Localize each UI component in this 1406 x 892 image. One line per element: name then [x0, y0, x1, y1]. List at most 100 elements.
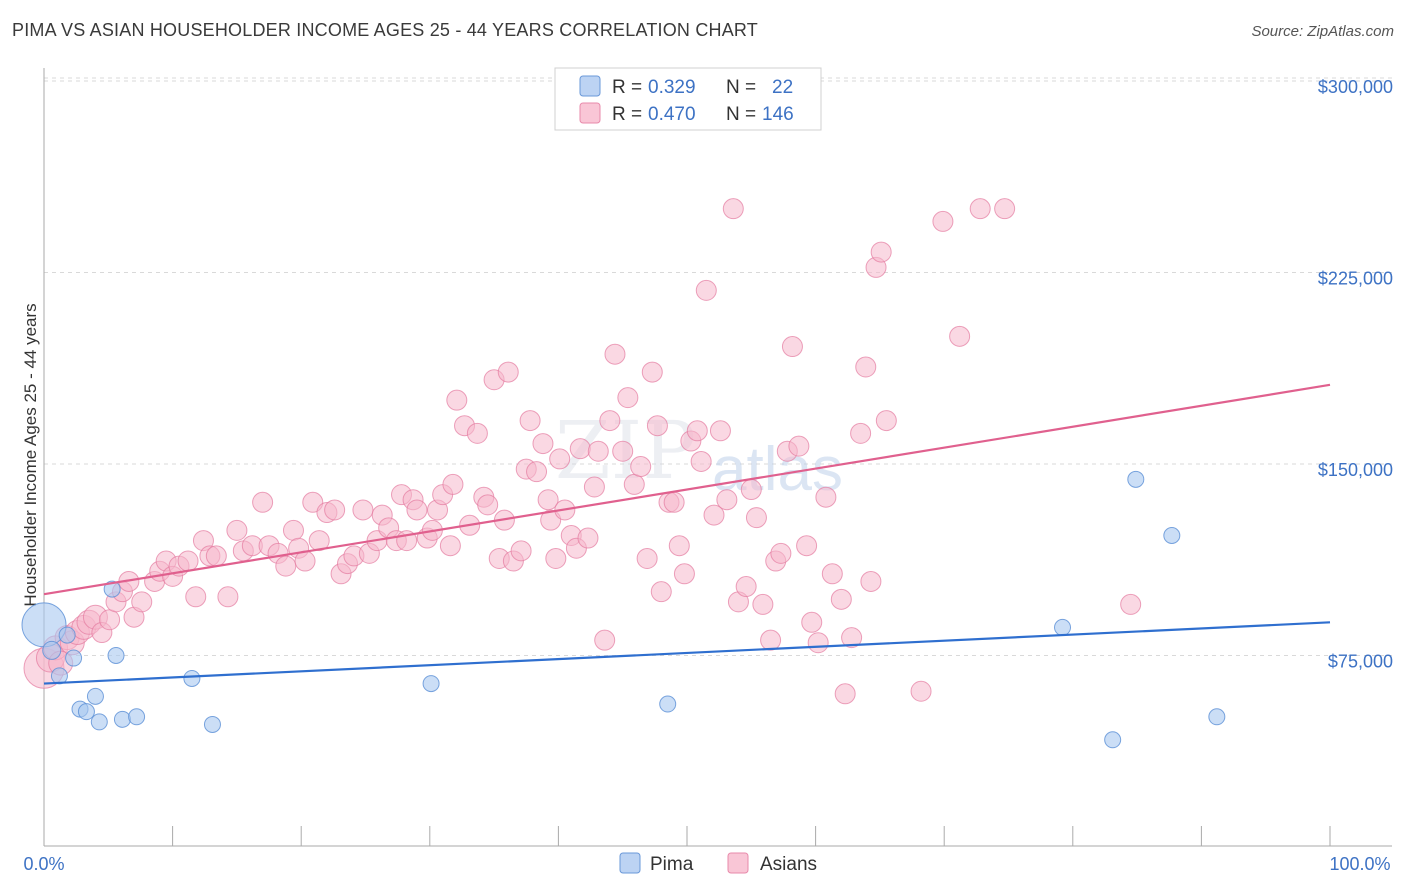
asians-point: [834, 683, 856, 705]
asians-point: [760, 629, 782, 651]
asians-point: [99, 609, 121, 631]
asians-point: [630, 456, 652, 478]
bottom-legend: Pima Asians: [619, 852, 817, 875]
asians-point: [770, 542, 792, 564]
asians-point: [537, 489, 559, 511]
asians-point: [830, 588, 852, 610]
asians-point: [583, 476, 605, 498]
y-tick-labels: $75,000 $150,000 $225,000 $300,000: [1318, 77, 1393, 672]
asians-point: [932, 210, 954, 232]
bottom-legend-pima-swatch: [619, 852, 641, 874]
asians-point: [949, 325, 971, 347]
asians-point: [510, 540, 532, 562]
y-tick-label-2: $225,000: [1318, 269, 1393, 289]
asians-point: [617, 387, 639, 409]
asians-point: [860, 570, 882, 592]
axes: [43, 68, 1392, 847]
asians-point: [716, 489, 738, 511]
asians-point: [177, 550, 199, 572]
asians-point: [650, 581, 672, 603]
asians-point: [686, 420, 708, 442]
y-tick-label-0: $75,000: [1328, 652, 1393, 672]
asians-point: [131, 591, 153, 613]
asians-point: [594, 629, 616, 651]
asians-point: [910, 680, 932, 702]
asians-point: [205, 545, 227, 567]
asians-point: [709, 420, 731, 442]
asians-point: [497, 361, 519, 383]
asians-point: [796, 535, 818, 557]
x-tick-right: 100.0%: [1329, 854, 1390, 874]
pima-point: [103, 580, 121, 598]
source-credit: Source: ZipAtlas.com: [1251, 23, 1394, 40]
pima-point: [21, 602, 67, 648]
asians-point: [841, 627, 863, 649]
asians-point: [439, 535, 461, 557]
legend-r-label-1: R =: [612, 77, 642, 98]
asians-point: [875, 410, 897, 432]
pima-point: [65, 649, 83, 667]
asians-point: [540, 509, 562, 531]
asians-point: [703, 504, 725, 526]
asians-point: [623, 473, 645, 495]
pima-point: [1054, 618, 1072, 636]
asians-point: [673, 563, 695, 585]
asians-point: [308, 530, 330, 552]
asians-point: [1120, 593, 1142, 615]
legend-n-label-2: N =: [726, 104, 756, 125]
pima-point: [422, 675, 440, 693]
pima-point: [107, 647, 125, 664]
asians-point: [446, 389, 468, 411]
pima-point: [58, 626, 76, 644]
legend-n-value-1: 22: [772, 77, 793, 98]
asians-point: [668, 535, 690, 557]
asians-point: [646, 415, 668, 437]
asians-trend-line: [43, 383, 1331, 596]
legend-pima-swatch: [579, 75, 601, 97]
asians-point: [549, 448, 571, 470]
asians-point: [994, 198, 1016, 220]
asians-points: [23, 198, 1142, 705]
y-axis-label: Householder Income Ages 25 - 44 years: [21, 303, 40, 606]
asians-point: [801, 611, 823, 633]
bottom-legend-asians-swatch: [727, 852, 749, 874]
pima-point: [659, 695, 677, 713]
asians-point: [545, 547, 567, 569]
asians-point: [695, 279, 717, 301]
asians-point: [442, 473, 464, 495]
pima-point: [1104, 731, 1122, 749]
asians-point: [587, 440, 609, 462]
asians-point: [569, 438, 591, 460]
asians-point: [870, 241, 892, 263]
asians-point: [815, 486, 837, 508]
pima-point: [86, 687, 104, 705]
asians-point: [636, 547, 658, 569]
bottom-legend-pima: Pima: [650, 854, 694, 875]
asians-point: [185, 586, 207, 608]
asians-point: [282, 519, 304, 541]
asians-point: [275, 555, 297, 577]
asians-point: [577, 527, 599, 549]
pima-point: [77, 703, 95, 721]
legend-r-value-2: 0.470: [648, 104, 696, 125]
y-tick-label-3: $300,000: [1318, 77, 1393, 97]
y-tick-label-1: $150,000: [1318, 460, 1393, 480]
pima-point: [1127, 470, 1145, 488]
legend-asians-swatch: [579, 102, 601, 124]
legend-n-label-1: N =: [726, 77, 756, 98]
asians-point: [466, 422, 488, 444]
pima-point: [42, 640, 62, 660]
asians-point: [519, 410, 541, 432]
x-tick-left: 0.0%: [23, 854, 64, 874]
asians-point: [612, 440, 634, 462]
asians-point: [226, 519, 248, 541]
asians-point: [855, 356, 877, 378]
asians-point: [302, 491, 324, 513]
asians-point: [599, 410, 621, 432]
pima-point: [128, 708, 146, 726]
asians-point: [969, 198, 991, 220]
asians-point: [217, 586, 239, 608]
asians-point: [752, 593, 774, 615]
pima-point: [203, 715, 221, 733]
